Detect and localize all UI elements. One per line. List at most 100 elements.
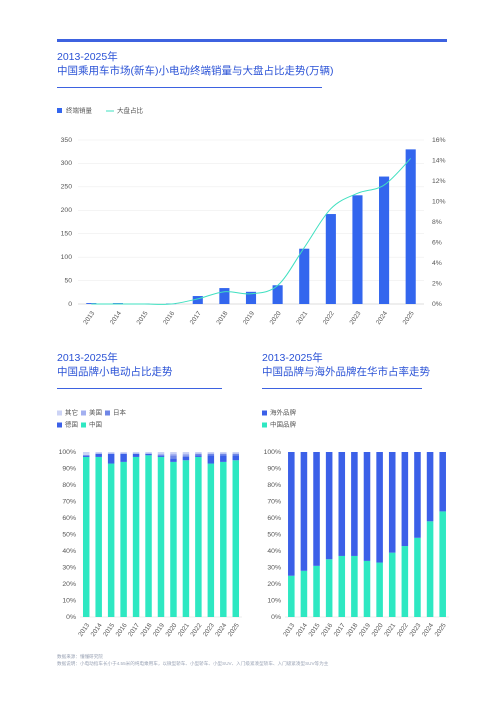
chart2-y-tick-label: 60%: [62, 515, 76, 522]
chart2-bar-segment: [232, 460, 240, 617]
chart2-legend-swatch-美国: [81, 410, 86, 416]
chart1-bar: [405, 149, 416, 304]
chart2-bar-segment: [170, 461, 177, 617]
chart3-x-tick-label: 2013: [282, 622, 296, 638]
chart3-y-tick-label: 90%: [267, 465, 281, 472]
chart3-bar-segment: [401, 546, 409, 617]
chart2-bar-segment: [132, 453, 140, 457]
chart3-bar-segment: [388, 552, 396, 617]
chart1-y-tick-label: 50: [64, 277, 72, 284]
chart2-bar-segment: [207, 453, 215, 456]
chart1-y2-tick-label: 12%: [432, 178, 446, 185]
legend-label-终端销量: 终端销量: [66, 106, 93, 115]
chart2-bar-segment: [107, 463, 115, 617]
chart1-y-tick-label: 0: [68, 301, 72, 308]
chart1-x-tick-label: 2019: [242, 310, 256, 326]
chart2-bar-segment: [145, 452, 152, 454]
chart2-x-tick-label: 2018: [140, 622, 154, 638]
chart1-title-rule: [57, 87, 322, 88]
chart2-bar-segment: [195, 456, 202, 617]
chart2-x-tick-label: 2024: [214, 622, 228, 638]
chart2-bar-segment: [170, 453, 177, 456]
chart2-bar-segment: [145, 453, 152, 456]
chart2-bar-segment: [182, 452, 190, 454]
chart2-title-line2: 中国品牌小电动占比走势: [57, 366, 173, 378]
chart3-bar-segment: [363, 560, 371, 617]
chart2-bar-segment: [107, 452, 115, 454]
chart1-share-line: [91, 158, 412, 305]
chart2-bar-segment: [170, 458, 177, 462]
chart3-x-tick-label: 2020: [371, 622, 385, 638]
chart3-bar-segment: [338, 555, 346, 617]
chart2-bar-segment: [157, 456, 165, 617]
chart3-bar-segment: [414, 537, 421, 617]
chart2-bar-segment: [95, 453, 102, 457]
chart2-x-tick-label: 2019: [152, 622, 166, 638]
chart3-y-tick-label: 10%: [267, 597, 281, 604]
chart1-y-tick-label: 350: [61, 137, 73, 144]
chart2-bar-segment: [182, 456, 190, 461]
chart3-title-rule: [262, 388, 422, 389]
chart2-bar-segment: [195, 453, 202, 456]
chart2-title-rule: [57, 388, 222, 389]
chart3-x-tick-label: 2021: [383, 622, 397, 638]
chart3-x-tick-label: 2017: [333, 622, 347, 638]
chart1-x-tick-label: 2023: [348, 310, 362, 326]
chart3-y-tick-label: 40%: [267, 548, 281, 555]
chart1-bar: [325, 214, 336, 304]
chart2-x-tick-label: 2016: [115, 622, 129, 638]
chart3-x-tick-label: 2019: [358, 622, 372, 638]
chart2-bar-segment: [182, 460, 190, 617]
chart2-bar-segment: [207, 455, 215, 464]
footer-source: 数据来源：懂懂研究院: [57, 654, 103, 659]
chart3-bar-segment: [426, 521, 434, 617]
chart3-bar-segment: [351, 555, 358, 617]
chart1-x-tick-label: 2025: [402, 310, 416, 326]
chart2-legend-swatch-其它: [57, 410, 62, 416]
chart2-x-tick-label: 2014: [90, 622, 104, 638]
chart1-x-tick-label: 2024: [375, 310, 389, 326]
chart3-y-tick-label: 20%: [267, 581, 281, 588]
chart2-y-tick-label: 30%: [62, 564, 76, 571]
chart3-bar-segment: [313, 565, 320, 617]
chart1-x-tick-label: 2022: [322, 310, 336, 326]
chart2-bar-segment: [157, 452, 165, 454]
chart3-bar-segment: [351, 452, 358, 556]
chart3-bar-segment: [426, 452, 434, 522]
chart2-title-line1: 2013-2025年: [57, 352, 118, 364]
chart3-x-tick-label: 2022: [396, 622, 410, 638]
chart1-y2-tick-label: 8%: [432, 219, 442, 226]
chart1-y-tick-label: 150: [61, 231, 73, 238]
chart2-y-tick-label: 70%: [62, 498, 76, 505]
chart3-y-tick-label: 30%: [267, 564, 281, 571]
chart3-legend-swatch-海外品牌: [262, 410, 267, 416]
chart1-x-tick-label: 2021: [295, 310, 309, 326]
chart1-y2-tick-label: 4%: [432, 260, 442, 267]
chart2-bar-segment: [120, 461, 127, 617]
chart1-y-tick-label: 300: [61, 160, 73, 167]
chart2-legend-label-其它: 其它: [65, 408, 78, 417]
chart2-bar-segment: [182, 455, 190, 457]
chart2-y-tick-label: 80%: [62, 482, 76, 489]
chart1-x-tick-label: 2020: [269, 310, 283, 326]
chart1-x-tick-label: 2015: [136, 310, 150, 326]
chart3-y-tick-label: 70%: [267, 498, 281, 505]
chart2-x-tick-label: 2025: [227, 622, 241, 638]
chart2-legend-swatch-德国: [57, 422, 62, 428]
chart2-bar-segment: [82, 455, 90, 457]
chart3-legend-label-中国品牌: 中国品牌: [270, 420, 297, 429]
chart3-bar-segment: [376, 452, 383, 563]
chart3-bar-segment: [288, 452, 295, 576]
chart2-legend-label-中国: 中国: [89, 420, 102, 429]
chart2-bar-segment: [82, 456, 90, 617]
chart2-bar-segment: [82, 452, 90, 456]
chart2-y-tick-label: 0%: [66, 614, 76, 621]
chart2-x-tick-label: 2023: [202, 622, 216, 638]
chart3-x-tick-label: 2018: [345, 622, 359, 638]
chart2-bar-segment: [232, 452, 240, 454]
chart1-x-tick-label: 2018: [215, 310, 229, 326]
chart1-bar: [272, 285, 283, 304]
chart3-bar-segment: [300, 452, 308, 571]
chart3-x-tick-label: 2023: [408, 622, 422, 638]
